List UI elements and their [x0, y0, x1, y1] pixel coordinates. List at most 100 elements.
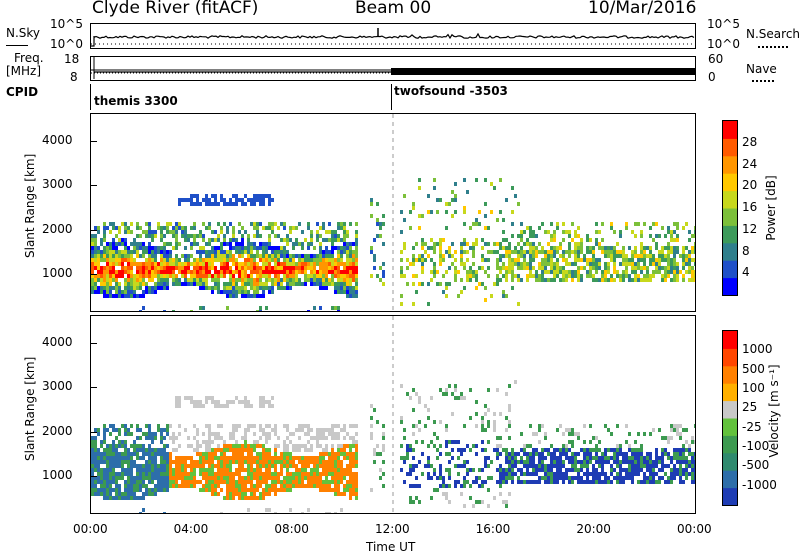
- velocity-cell: [220, 468, 223, 472]
- power-cell: [313, 306, 316, 310]
- power-cell: [520, 238, 523, 242]
- power-cell: [244, 230, 247, 234]
- power-cell: [577, 246, 580, 250]
- velocity-cell: [256, 440, 259, 444]
- velocity-cell: [463, 476, 466, 480]
- power-cell: [115, 270, 118, 274]
- power-cell: [151, 230, 154, 234]
- velocity-cell: [334, 472, 337, 476]
- power-cell: [676, 222, 679, 226]
- velocity-cell: [451, 440, 454, 444]
- power-cell: [574, 258, 577, 262]
- velocity-cell: [355, 488, 358, 492]
- power-cell: [667, 246, 670, 250]
- velocity-cell: [613, 456, 616, 460]
- power-cell: [565, 278, 568, 282]
- velocity-cell: [148, 476, 151, 480]
- velocity-ytick-label: 1000: [42, 468, 73, 483]
- power-cell: [274, 262, 277, 266]
- power-cell: [613, 278, 616, 282]
- power-cell: [523, 262, 526, 266]
- power-cell: [316, 254, 319, 258]
- power-cell: [304, 266, 307, 270]
- velocity-cell: [634, 456, 637, 460]
- velocity-cell: [265, 492, 268, 496]
- power-cell: [580, 250, 583, 254]
- power-cell: [577, 258, 580, 262]
- velocity-cell: [223, 444, 226, 448]
- velocity-cell: [232, 432, 235, 436]
- power-cell: [181, 234, 184, 238]
- velocity-cell: [91, 480, 94, 484]
- velocity-cell: [328, 464, 331, 468]
- velocity-cell: [244, 492, 247, 496]
- power-cell: [94, 234, 97, 238]
- velocity-cell: [505, 472, 508, 476]
- velocity-cell: [559, 448, 562, 452]
- velocity-cell: [238, 488, 241, 492]
- power-cell: [163, 274, 166, 278]
- power-cell: [142, 270, 145, 274]
- velocity-cell: [511, 456, 514, 460]
- power-cell: [445, 286, 448, 290]
- power-cell: [541, 262, 544, 266]
- colorbar-segment: [723, 138, 737, 157]
- power-cell: [502, 290, 505, 294]
- power-cell: [280, 250, 283, 254]
- power-cell: [241, 254, 244, 258]
- power-cell: [142, 246, 145, 250]
- velocity-cell: [220, 480, 223, 484]
- velocity-cell: [562, 432, 565, 436]
- velocity-cell: [673, 452, 676, 456]
- power-cell: [346, 294, 349, 298]
- velocity-cell: [511, 464, 514, 468]
- velocity-cell: [310, 472, 313, 476]
- power-cell: [100, 286, 103, 290]
- velocity-cell: [274, 452, 277, 456]
- velocity-cell: [400, 456, 403, 460]
- power-cell: [130, 250, 133, 254]
- velocity-cell: [244, 428, 247, 432]
- power-cell: [265, 274, 268, 278]
- velocity-cell: [277, 480, 280, 484]
- power-cell: [94, 246, 97, 250]
- velocity-cell: [208, 488, 211, 492]
- velocity-cell: [592, 456, 595, 460]
- power-cell: [190, 254, 193, 258]
- velocity-cell: [178, 400, 181, 404]
- velocity-cell: [151, 456, 154, 460]
- velocity-cell: [322, 460, 325, 464]
- velocity-cell: [322, 452, 325, 456]
- velocity-cell: [550, 472, 553, 476]
- power-cell: [307, 266, 310, 270]
- velocity-cell: [142, 452, 145, 456]
- power-cell: [322, 250, 325, 254]
- power-cell: [676, 278, 679, 282]
- velocity-cell: [226, 472, 229, 476]
- velocity-cell: [262, 448, 265, 452]
- velocity-cell: [265, 484, 268, 488]
- velocity-cell: [235, 444, 238, 448]
- power-cell: [271, 198, 274, 202]
- velocity-cell: [355, 492, 358, 496]
- velocity-cell: [634, 468, 637, 472]
- power-cell: [229, 282, 232, 286]
- power-cell: [334, 270, 337, 274]
- power-cell: [649, 278, 652, 282]
- velocity-cell: [676, 432, 679, 436]
- power-cell: [592, 250, 595, 254]
- power-cell: [574, 230, 577, 234]
- power-cell: [148, 258, 151, 262]
- velocity-cell: [172, 480, 175, 484]
- time-tick-label: 00:00: [73, 522, 108, 536]
- power-cell: [472, 274, 475, 278]
- velocity-cell: [559, 472, 562, 476]
- power-cell: [508, 250, 511, 254]
- velocity-cell: [274, 432, 277, 436]
- velocity-cell: [619, 476, 622, 480]
- power-cell: [103, 230, 106, 234]
- velocity-cell: [274, 448, 277, 452]
- velocity-cell: [574, 468, 577, 472]
- velocity-cell: [241, 448, 244, 452]
- power-cell: [370, 198, 373, 202]
